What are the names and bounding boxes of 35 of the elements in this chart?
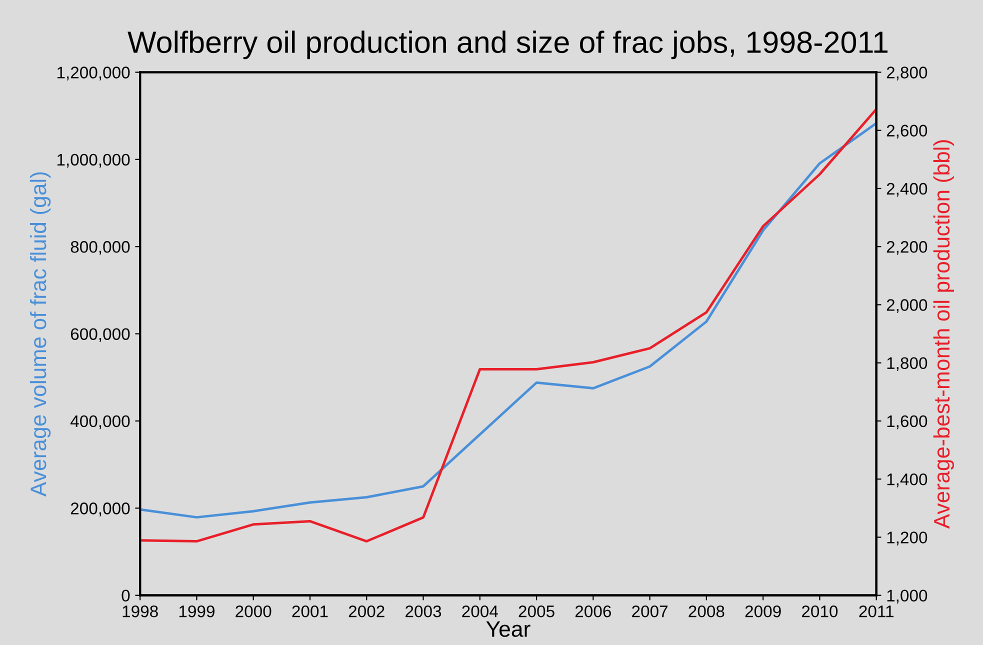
x-tick-label: 2003: [406, 605, 442, 618]
y-tick-label: 1,200,000: [57, 66, 130, 80]
x-tick-label: 2005: [518, 605, 554, 618]
y2-tick-label: 2,600: [886, 124, 928, 139]
x-tick-label: 2011: [859, 605, 894, 618]
y2-tick-label: 1,400: [887, 473, 928, 488]
y-tick-label: 800,000: [70, 241, 130, 255]
x-tick-label: 2007: [632, 605, 668, 618]
x-axis-title: Year: [486, 621, 530, 637]
y2-tick-label: 1,200: [887, 532, 928, 546]
x-tick-label: 1998: [122, 605, 158, 618]
x-tick-label: 2000: [236, 605, 272, 618]
y-axis-title: Average volume of frac fluid (gal): [30, 172, 51, 497]
y2-tick-label: 2,000: [886, 299, 928, 313]
y-tick-label: 400,000: [70, 415, 130, 430]
x-tick-label: 1999: [179, 605, 214, 618]
x-tick-label: 2006: [575, 605, 611, 618]
x-tick-label: 2002: [348, 605, 384, 618]
x-tick-label: 2004: [462, 605, 498, 618]
y-tick-label: 0: [122, 590, 130, 602]
y2-tick-label: 2,400: [886, 182, 928, 197]
y2-tick-label: 2,800: [886, 66, 928, 80]
y2-tick-label: 1,600: [887, 415, 928, 430]
y2-tick-label: 1,000: [887, 590, 928, 604]
x-tick-label: 2009: [745, 605, 781, 618]
y2-axis-title: Average-best-month oil production (bbl): [933, 140, 954, 529]
y-tick-label: 200,000: [70, 502, 130, 516]
x-tick-label: 2001: [292, 605, 328, 618]
chart-title: Wolfberry oil production and size of frac jobs, 1998-2011: [128, 30, 888, 60]
y2-tick-label: 2,200: [886, 241, 928, 255]
y-tick-label: 1,000,000: [57, 154, 130, 168]
y2-tick-label: 1,800: [887, 357, 928, 372]
x-tick-label: 2008: [688, 605, 724, 618]
y-tick-label: 600,000: [70, 328, 130, 342]
x-tick-label: 2010: [802, 605, 838, 618]
